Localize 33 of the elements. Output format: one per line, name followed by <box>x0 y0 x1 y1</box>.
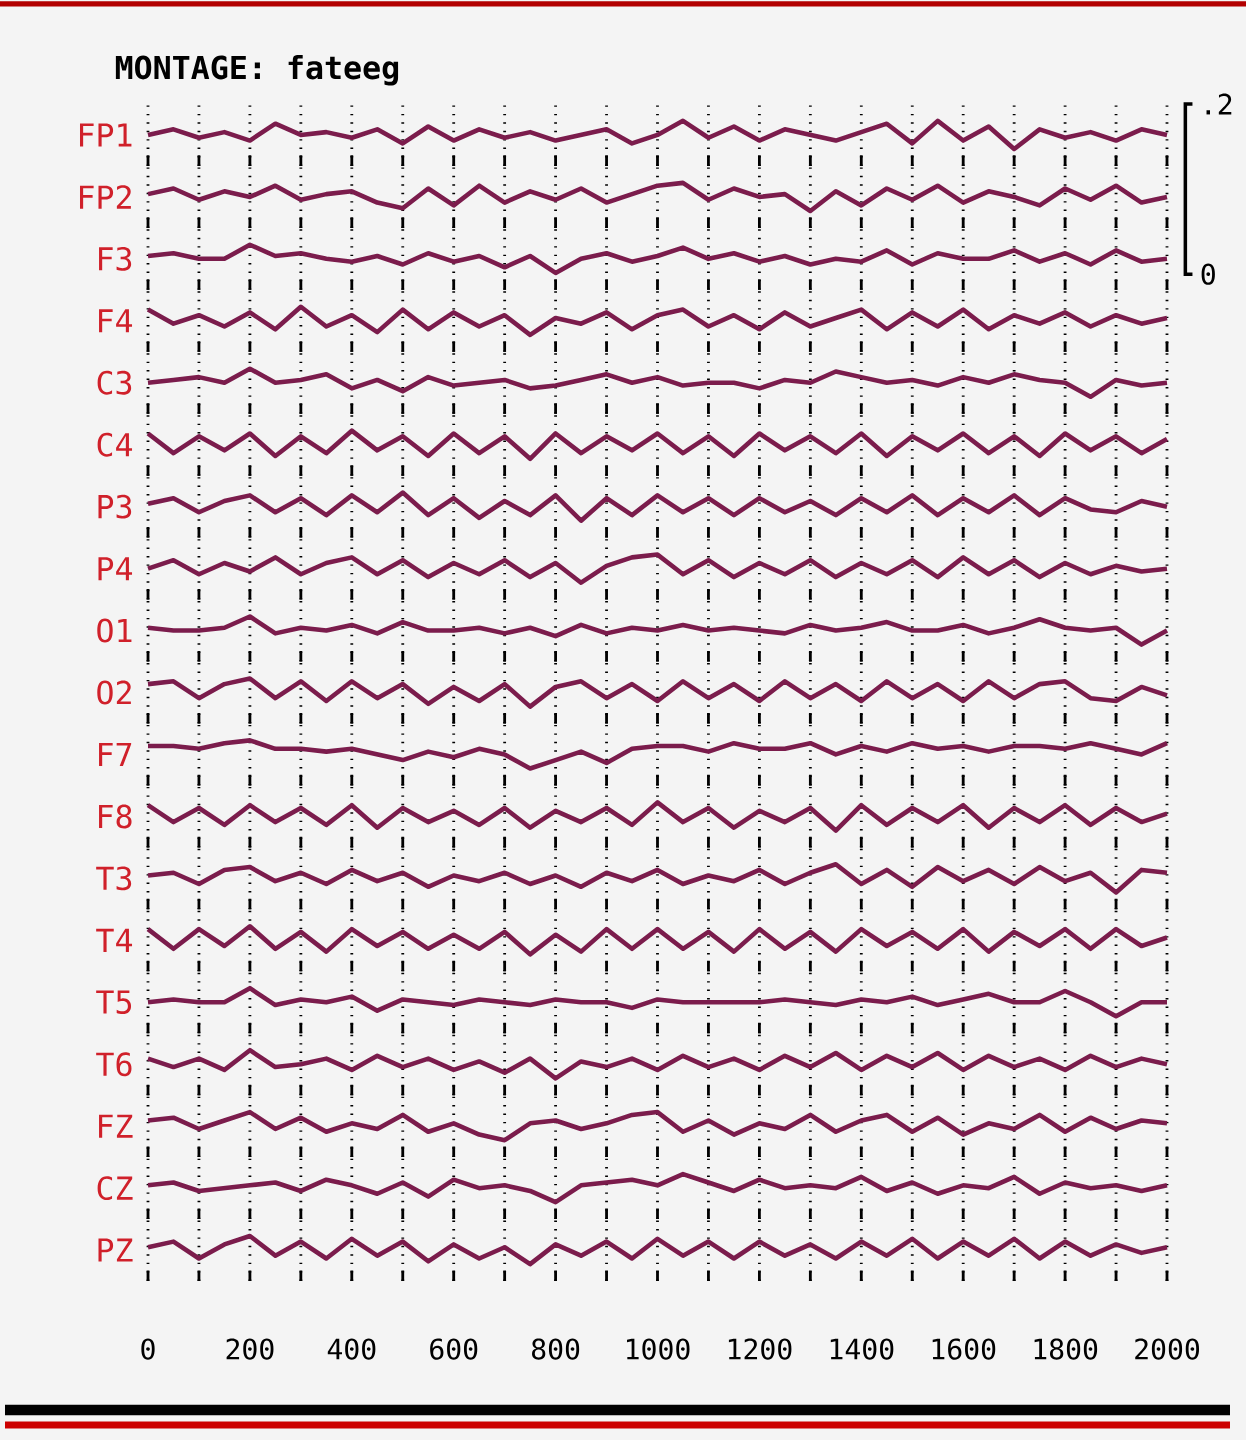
y-axis-title: O1 <box>97 618 132 643</box>
y-axis-title: T3 <box>96 866 132 891</box>
y-axis-title: P3 <box>98 494 132 519</box>
y-axis-title: FZ <box>99 1114 133 1138</box>
x-tick-label: 1000 <box>627 1338 690 1360</box>
y-axis-title: O2 <box>97 680 131 705</box>
x-tick-label: 800 <box>532 1338 580 1360</box>
x-tick-label: 400 <box>327 1338 376 1360</box>
x-tick-label: 1800 <box>1034 1338 1098 1360</box>
x-tick-label: 1600 <box>932 1338 996 1360</box>
y-axis-title: T4 <box>96 928 133 952</box>
y-axis-title: F3 <box>99 246 132 271</box>
y-axis-title: F8 <box>99 804 132 829</box>
x-tick-label: 1200 <box>728 1338 792 1360</box>
x-tick-label: 1400 <box>830 1338 894 1360</box>
x-tick-label: 200 <box>226 1338 274 1360</box>
y-axis-title: C4 <box>97 432 133 457</box>
text: .2 <box>1206 93 1232 115</box>
y-axis-title: T6 <box>96 1052 132 1077</box>
text: 0 <box>1201 263 1215 285</box>
x-tick-label: 600 <box>430 1338 478 1360</box>
y-axis-title: PZ <box>98 1238 133 1262</box>
chart-title: MONTAGE: fateeg <box>115 54 399 86</box>
y-axis-title: T5 <box>96 990 132 1014</box>
y-axis-title: FP1 <box>80 123 132 147</box>
y-axis-title: P4 <box>98 557 133 581</box>
y-axis-title: F7 <box>99 742 132 766</box>
y-axis-title: F4 <box>99 309 133 333</box>
y-axis-title: C3 <box>97 370 132 395</box>
y-axis-title: FP2 <box>80 185 131 209</box>
x-tick-label: 0 <box>141 1338 155 1360</box>
x-tick-label: 2000 <box>1135 1338 1200 1360</box>
y-axis-title: CZ <box>97 1176 133 1201</box>
